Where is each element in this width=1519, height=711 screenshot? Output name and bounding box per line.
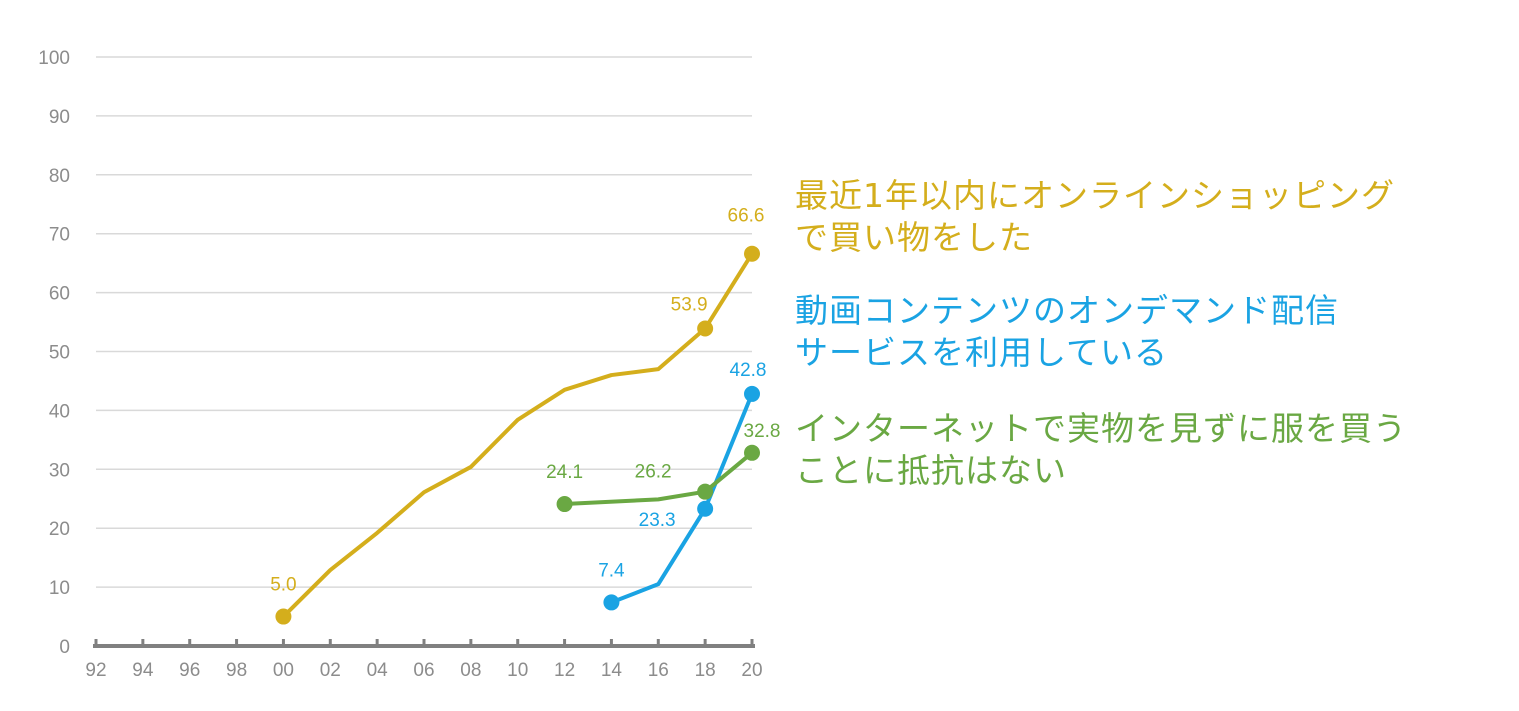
x-tick-label: 94 bbox=[132, 660, 154, 681]
data-label: 24.1 bbox=[546, 462, 583, 483]
legend-line: 最近1年以内にオンラインショッピング bbox=[795, 176, 1395, 215]
data-point bbox=[697, 500, 714, 517]
data-point bbox=[275, 608, 292, 625]
data-point bbox=[744, 444, 760, 461]
legend-line: で買い物をした bbox=[795, 218, 1033, 257]
data-point bbox=[744, 245, 760, 262]
legend-online-shopping: 最近1年以内にオンラインショッピング で買い物をした bbox=[795, 175, 1395, 259]
legend-line: 動画コンテンツのオンデマンド配信 bbox=[795, 291, 1339, 330]
data-label: 23.3 bbox=[639, 510, 676, 531]
y-tick-label: 10 bbox=[49, 578, 70, 599]
y-tick-label: 40 bbox=[49, 401, 70, 422]
y-tick-label: 30 bbox=[49, 460, 70, 481]
y-tick-label: 0 bbox=[59, 637, 70, 658]
x-tick-label: 98 bbox=[226, 660, 247, 681]
data-label: 7.4 bbox=[598, 560, 625, 581]
x-tick-label: 16 bbox=[648, 660, 669, 681]
data-point bbox=[556, 496, 573, 513]
data-point bbox=[744, 385, 760, 402]
data-label: 26.2 bbox=[635, 462, 672, 483]
y-tick-label: 70 bbox=[49, 225, 70, 246]
x-tick-label: 96 bbox=[179, 660, 200, 681]
data-point bbox=[603, 594, 620, 611]
x-tick-label: 10 bbox=[507, 660, 528, 681]
data-point bbox=[697, 483, 714, 500]
y-tick-label: 50 bbox=[49, 343, 70, 364]
y-tick-label: 90 bbox=[49, 107, 70, 128]
legend-clothes-online: インターネットで実物を見ずに服を買う ことに抵抗はない bbox=[795, 408, 1407, 492]
x-tick-label: 08 bbox=[460, 660, 481, 681]
x-tick-label: 12 bbox=[554, 660, 575, 681]
legend-line: ことに抵抗はない bbox=[795, 451, 1067, 490]
data-label: 53.9 bbox=[671, 295, 708, 316]
x-tick-label: 92 bbox=[85, 660, 106, 681]
legend-line: サービスを利用している bbox=[795, 333, 1169, 372]
data-label: 42.8 bbox=[730, 360, 767, 381]
x-tick-label: 04 bbox=[367, 660, 389, 681]
y-tick-label: 100 bbox=[38, 48, 70, 69]
legend-line: インターネットで実物を見ずに服を買う bbox=[795, 409, 1407, 448]
y-tick-label: 60 bbox=[49, 284, 70, 305]
data-point bbox=[697, 320, 714, 337]
x-tick-label: 06 bbox=[413, 660, 434, 681]
x-tick-label: 00 bbox=[273, 660, 294, 681]
y-tick-label: 80 bbox=[49, 166, 70, 187]
data-label: 5.0 bbox=[270, 575, 296, 596]
data-label: 32.8 bbox=[744, 421, 781, 442]
legend-video-on-demand: 動画コンテンツのオンデマンド配信 サービスを利用している bbox=[795, 290, 1339, 374]
series-line bbox=[282, 252, 754, 618]
x-tick-label: 20 bbox=[741, 660, 762, 681]
data-label: 66.6 bbox=[728, 206, 765, 227]
x-tick-label: 18 bbox=[695, 660, 716, 681]
y-tick-label: 20 bbox=[49, 519, 70, 540]
series-line bbox=[610, 393, 754, 605]
x-tick-label: 14 bbox=[601, 660, 623, 681]
series-line bbox=[564, 451, 754, 507]
x-tick-label: 02 bbox=[320, 660, 341, 681]
